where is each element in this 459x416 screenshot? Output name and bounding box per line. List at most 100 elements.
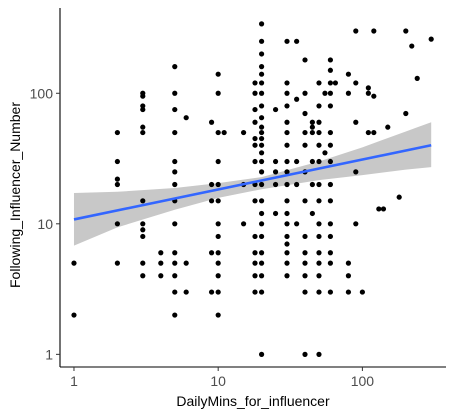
data-point (71, 312, 77, 318)
data-point (258, 103, 265, 109)
data-point (316, 250, 322, 256)
data-point (258, 150, 265, 156)
data-point (252, 106, 258, 113)
data-point (258, 158, 265, 165)
data-point (208, 289, 215, 295)
data-point (302, 289, 308, 295)
data-point (172, 260, 178, 266)
data-point (258, 64, 265, 70)
data-point (316, 221, 322, 227)
data-point (316, 260, 322, 266)
data-point (302, 351, 308, 357)
data-point (258, 115, 265, 121)
data-point (258, 129, 265, 136)
data-point (316, 103, 322, 109)
data-point (284, 103, 290, 109)
data-point (316, 158, 322, 165)
data-point (294, 181, 300, 188)
data-point (309, 210, 315, 217)
data-point (302, 142, 308, 148)
data-point (252, 233, 258, 240)
points-layer (71, 21, 434, 357)
data-point (371, 28, 377, 34)
data-point (284, 169, 290, 175)
data-point (172, 221, 178, 227)
data-point (327, 158, 333, 165)
data-point (322, 150, 328, 156)
data-point (172, 169, 178, 175)
data-point (258, 221, 265, 227)
data-point (365, 85, 371, 91)
data-point (428, 36, 434, 42)
data-point (240, 221, 247, 227)
data-point (114, 181, 120, 188)
data-point (316, 129, 322, 136)
data-point (140, 221, 146, 227)
data-point (272, 169, 279, 175)
data-point (183, 260, 189, 266)
data-point (272, 158, 279, 165)
data-point (316, 198, 322, 204)
data-point (327, 181, 333, 188)
data-point (172, 129, 178, 136)
data-point (158, 273, 164, 279)
data-point (215, 260, 221, 266)
data-point (215, 250, 221, 256)
data-point (294, 38, 300, 44)
data-point (215, 71, 221, 77)
data-point (284, 90, 290, 96)
data-point (380, 206, 387, 212)
data-point (140, 93, 146, 99)
regression-line (73, 143, 432, 221)
data-point (284, 142, 290, 148)
data-point (140, 198, 146, 204)
x-tick-label: 10 (210, 373, 226, 389)
data-point (183, 115, 189, 121)
data-point (215, 90, 221, 96)
data-point (385, 124, 391, 130)
data-point (172, 64, 178, 70)
data-point (258, 124, 265, 130)
data-point (316, 351, 322, 357)
data-point (396, 194, 402, 200)
data-point (114, 129, 120, 136)
data-point (252, 273, 258, 279)
data-point (327, 67, 333, 73)
data-point (258, 21, 265, 27)
data-point (140, 233, 146, 240)
data-point (252, 250, 258, 256)
data-point (322, 90, 328, 96)
x-tick-label: 100 (351, 373, 375, 389)
data-point (302, 110, 308, 117)
data-point (345, 273, 352, 279)
x-axis-title: DailyMins_for_influencer (176, 393, 330, 409)
data-point (140, 260, 146, 266)
data-point (140, 103, 146, 109)
data-point (284, 198, 290, 204)
data-point (140, 129, 146, 136)
data-point (258, 51, 265, 57)
data-point (309, 124, 315, 130)
data-point (221, 129, 227, 136)
data-point (284, 119, 290, 125)
data-point (365, 90, 371, 96)
data-point (114, 176, 120, 182)
data-point (172, 289, 178, 295)
data-point (359, 289, 365, 295)
data-point (258, 273, 265, 279)
data-point (240, 129, 247, 136)
y-axis-title: Following_Influencer_Number (7, 102, 23, 288)
data-point (252, 90, 258, 96)
data-point (183, 289, 189, 295)
data-point (327, 289, 333, 295)
data-point (316, 273, 322, 279)
data-point (258, 38, 265, 44)
data-point (252, 289, 258, 295)
data-point (258, 80, 265, 86)
data-point (208, 119, 215, 125)
data-point (284, 221, 290, 227)
data-point (284, 181, 290, 188)
data-point (252, 142, 258, 148)
data-point (114, 260, 120, 266)
